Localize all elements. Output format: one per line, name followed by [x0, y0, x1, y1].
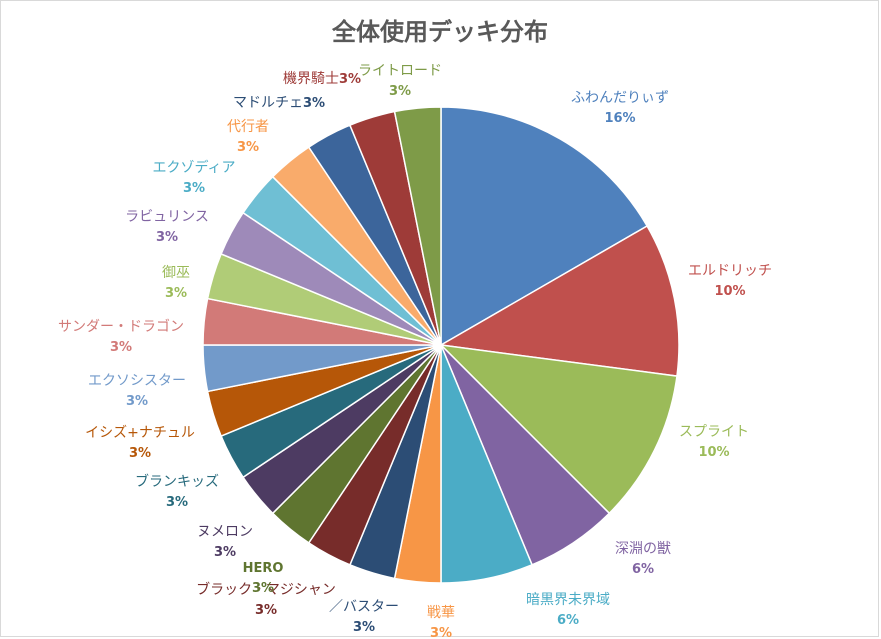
slice-label-percent-15: 3%	[165, 286, 187, 301]
slice-label-name-1: ふわんだりぃず	[571, 90, 669, 106]
slice-label-percent-6: 3%	[430, 626, 452, 639]
slice-label-name-18: 代行者	[227, 119, 269, 135]
slice-label-name-11: ブランキッズ	[135, 473, 219, 490]
slice-label-name-3: スプライト	[679, 424, 749, 440]
slice-label-name-12: イシズ+ナチュル	[85, 425, 195, 441]
slice-label-percent-21: 3%	[389, 84, 411, 99]
slice-label-percent-8: 3%	[255, 603, 277, 618]
slice-label-percent-3: 10%	[698, 445, 729, 460]
slice-label-percent-13: 3%	[126, 394, 148, 409]
slice-label-percent-12: 3%	[129, 446, 151, 461]
slice-label-name: 機界騎士	[283, 71, 339, 87]
slice-label-name-5: 暗黒界未界域	[526, 592, 610, 608]
slice-label-percent-9: 3%	[252, 581, 274, 596]
slice-label-20: 機界騎士3%	[283, 71, 361, 87]
slice-label-name-15: 御巫	[162, 265, 190, 281]
pie-slice-1	[440, 106, 649, 347]
slice-label-percent-4: 6%	[632, 562, 654, 577]
pie-slice-3	[438, 343, 678, 515]
chart-title: 全体使用デッキ分布	[331, 18, 548, 46]
slice-label-name-8: ブラック・マジシャン	[196, 581, 336, 598]
slice-label-name-7: ／バスター	[329, 599, 399, 615]
slice-label-name-2: エルドリッチ	[688, 263, 772, 279]
slice-label-name-21: ライトロード	[358, 63, 442, 79]
slice-label-name-16: ラビュリンス	[125, 209, 209, 225]
slice-label-name-9: HERO	[243, 561, 284, 576]
slice-label-percent-1: 16%	[604, 111, 635, 126]
slice-label-percent-7: 3%	[353, 620, 375, 635]
pie-slice-2	[438, 224, 680, 377]
slice-label-percent-18: 3%	[237, 140, 259, 155]
slice-label-percent-14: 3%	[110, 340, 132, 355]
slice-label-percent: 3%	[339, 72, 361, 87]
slice-label-name-17: エクゾディア	[152, 159, 235, 176]
slice-label-percent-17: 3%	[183, 181, 205, 196]
slice-label-name-13: エクソシスター	[88, 373, 186, 389]
slice-label-percent-5: 6%	[557, 613, 579, 628]
slice-label-percent: 3%	[303, 96, 325, 111]
slice-label-percent-11: 3%	[166, 495, 188, 510]
slice-label-name-6: 戦華	[427, 605, 455, 621]
slice-label-name-4: 深淵の獣	[615, 541, 671, 557]
slice-label-percent-16: 3%	[156, 230, 178, 245]
slice-label-name-14: サンダー・ドラゴン	[58, 318, 184, 335]
slice-label-name: マドルチェ	[233, 95, 303, 111]
slice-label-percent-10: 3%	[214, 545, 236, 560]
pie-slice-21	[393, 106, 442, 346]
slice-label-name-10: ヌメロン	[197, 524, 253, 540]
slice-label-percent-2: 10%	[714, 284, 745, 299]
slice-label-19: マドルチェ3%	[233, 95, 325, 111]
